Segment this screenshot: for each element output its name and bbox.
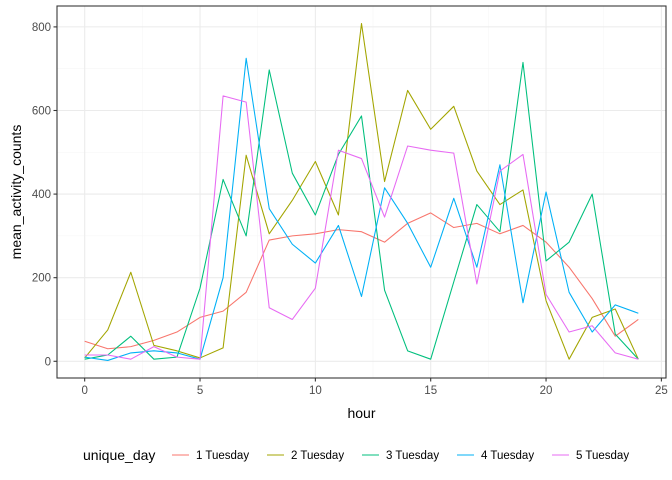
x-tick-label: 15 xyxy=(424,385,437,397)
y-tick-label: 0 xyxy=(45,356,51,368)
legend-items: 1 Tuesday 2 Tuesday 3 Tuesday 4 Tuesday 5 Tu… xyxy=(172,450,629,462)
series-line-2 xyxy=(84,23,639,360)
series-lines xyxy=(84,23,639,361)
legend-label: 4 Tuesday xyxy=(481,450,534,462)
y-axis-title: mean_activity_counts xyxy=(8,125,24,260)
x-axis-tick-labels: 0 5 10 15 20 25 xyxy=(81,385,667,397)
legend-label: 5 Tuesday xyxy=(576,450,629,462)
x-tick-label: 20 xyxy=(540,385,553,397)
y-tick-label: 800 xyxy=(32,22,51,34)
y-tick-label: 200 xyxy=(32,273,51,285)
legend-item: 5 Tuesday xyxy=(552,450,629,462)
legend-item: 2 Tuesday xyxy=(267,450,344,462)
legend-item: 3 Tuesday xyxy=(362,450,439,462)
legend-item: 1 Tuesday xyxy=(172,450,249,462)
legend-item: 4 Tuesday xyxy=(457,450,534,462)
major-gridlines xyxy=(57,6,666,378)
axis-ticks xyxy=(53,26,662,382)
series-line-1 xyxy=(84,212,639,350)
legend-label: 3 Tuesday xyxy=(386,450,439,462)
x-tick-label: 0 xyxy=(81,385,87,397)
legend: unique_day 1 Tuesday 2 Tuesday 3 Tuesday 4 … xyxy=(83,447,629,463)
legend-label: 2 Tuesday xyxy=(291,450,344,462)
x-tick-label: 10 xyxy=(309,385,322,397)
y-tick-label: 400 xyxy=(32,189,51,201)
series-line-5 xyxy=(84,95,639,360)
panel-border xyxy=(56,5,667,379)
series-line-3 xyxy=(84,61,639,360)
legend-title: unique_day xyxy=(83,447,155,463)
legend-label: 1 Tuesday xyxy=(196,450,249,462)
x-tick-label: 25 xyxy=(655,385,668,397)
x-tick-label: 5 xyxy=(197,385,203,397)
y-axis-tick-labels: 0 200 400 600 800 xyxy=(32,22,51,368)
y-tick-label: 600 xyxy=(32,105,51,117)
series-line-4 xyxy=(84,57,639,361)
x-axis-title: hour xyxy=(347,405,375,421)
minor-gridlines xyxy=(57,6,666,378)
